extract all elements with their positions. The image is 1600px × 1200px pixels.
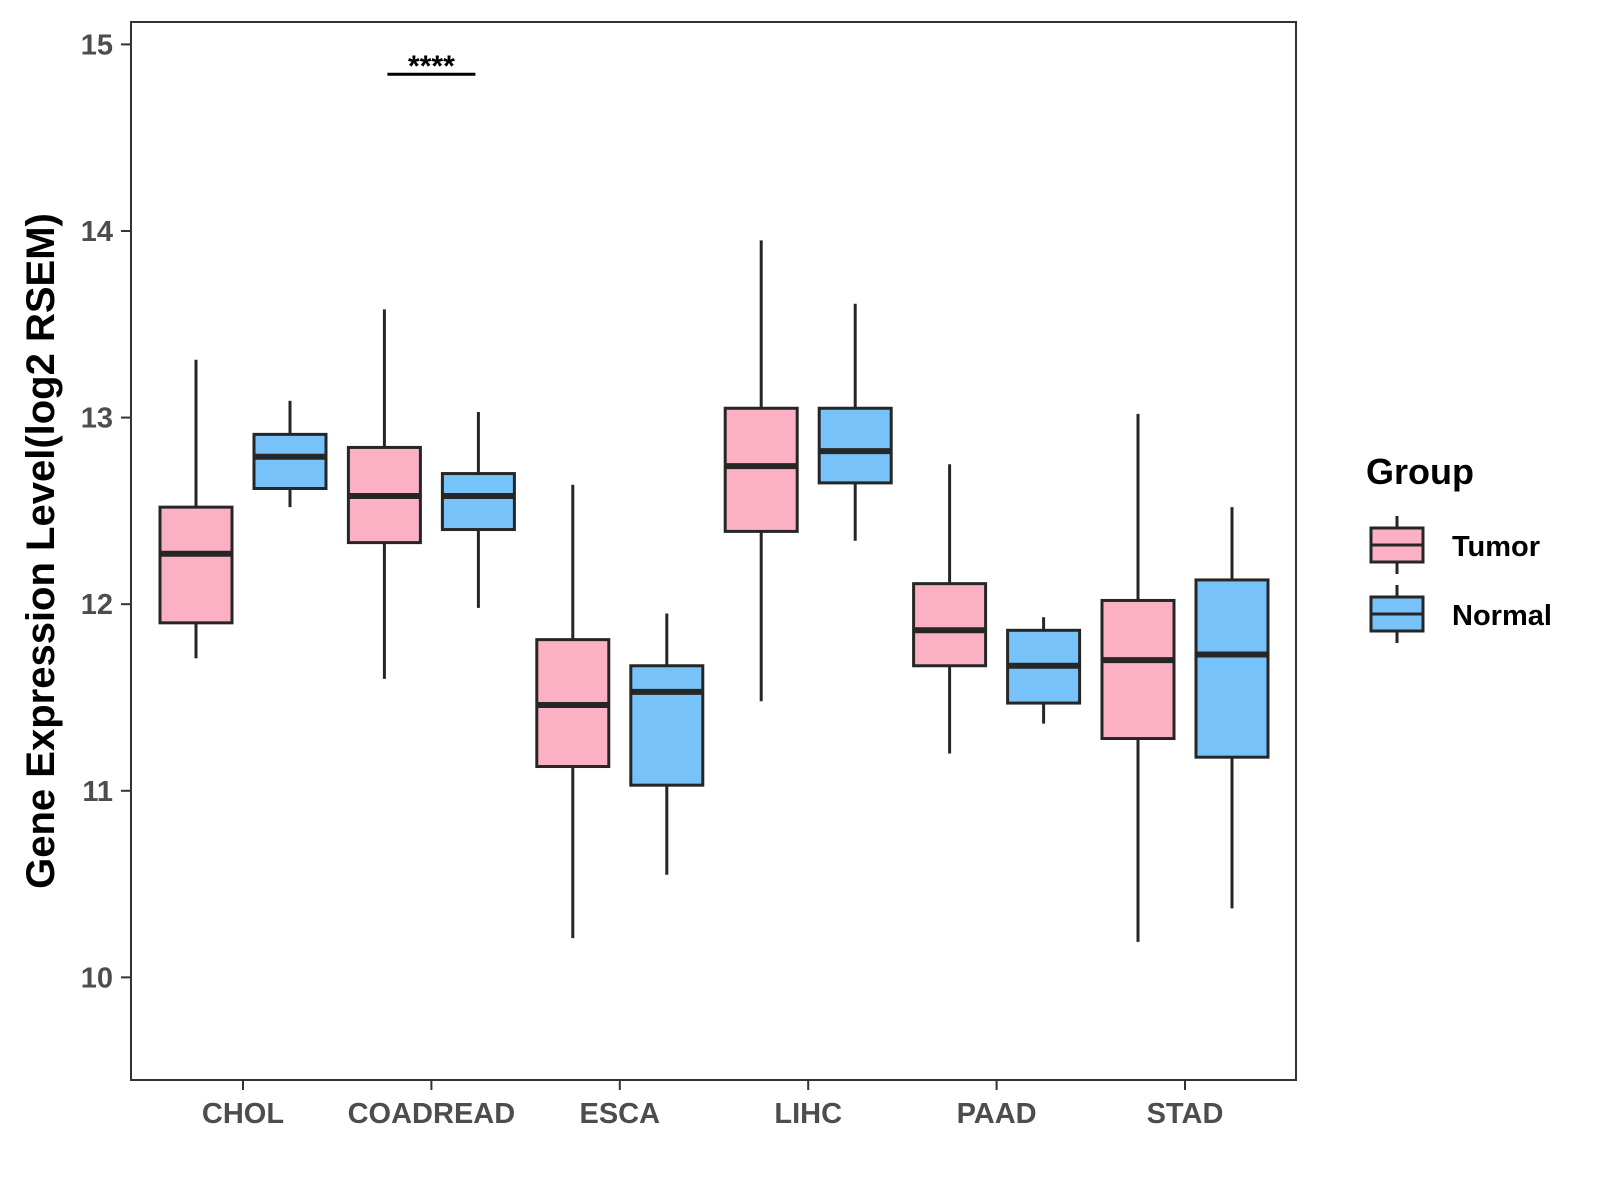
- box-body: [440, 472, 516, 532]
- x-tick-label: STAD: [1147, 1098, 1224, 1130]
- box-tumor-stad: [1100, 413, 1176, 942]
- box-normal-chol: [252, 400, 328, 508]
- box-normal-lihc: [817, 303, 893, 541]
- y-tick-label: 13: [81, 403, 113, 435]
- box-tumor-coadread: [346, 309, 422, 679]
- x-axis: CHOL COADREAD ESCA LIHC PAAD STAD: [202, 1080, 1223, 1130]
- box-layer: [158, 240, 1270, 942]
- box-body: [1194, 578, 1270, 759]
- box-body: [252, 432, 328, 490]
- box-body: [723, 406, 799, 533]
- box-body: [158, 505, 234, 625]
- box-tumor-lihc: [723, 240, 799, 702]
- y-axis: 10 11 12 13 14 15: [81, 29, 131, 994]
- legend-item-tumor: Tumor: [1369, 516, 1540, 574]
- box-tumor-chol: [158, 359, 234, 659]
- legend-items: Tumor Normal: [1369, 516, 1552, 643]
- legend-item-normal: Normal: [1369, 585, 1552, 643]
- significance-annotations: ****: [387, 50, 476, 83]
- plot-panel: [130, 21, 1297, 1081]
- legend: Group Tumor Normal: [1366, 451, 1552, 643]
- box-body: [912, 582, 988, 668]
- legend-label: Tumor: [1452, 531, 1540, 563]
- box-tumor-esca: [535, 484, 611, 939]
- box-normal-stad: [1194, 507, 1270, 909]
- x-tick-label: PAAD: [957, 1098, 1037, 1130]
- box-body: [817, 406, 893, 485]
- y-tick-label: 15: [81, 29, 113, 61]
- box-tumor-paad: [912, 464, 988, 754]
- x-tick-label: ESCA: [580, 1098, 661, 1130]
- y-tick-label: 11: [82, 776, 113, 808]
- y-tick-label: 12: [81, 589, 113, 621]
- y-tick-label: 10: [81, 962, 113, 994]
- box-body: [629, 664, 705, 787]
- box-normal-coadread: [440, 411, 516, 608]
- y-tick-label: 14: [81, 216, 113, 248]
- box-body: [1100, 598, 1176, 741]
- x-tick-label: LIHC: [774, 1098, 842, 1130]
- legend-title: Group: [1366, 451, 1474, 492]
- box-normal-esca: [629, 613, 705, 875]
- y-axis-title: Gene Expression Level(log2 RSEM): [19, 213, 63, 889]
- legend-label: Normal: [1452, 600, 1552, 632]
- significance-label: ****: [408, 50, 455, 83]
- x-tick-label: COADREAD: [348, 1098, 516, 1130]
- x-tick-label: CHOL: [202, 1098, 284, 1130]
- box-normal-paad: [1006, 617, 1082, 724]
